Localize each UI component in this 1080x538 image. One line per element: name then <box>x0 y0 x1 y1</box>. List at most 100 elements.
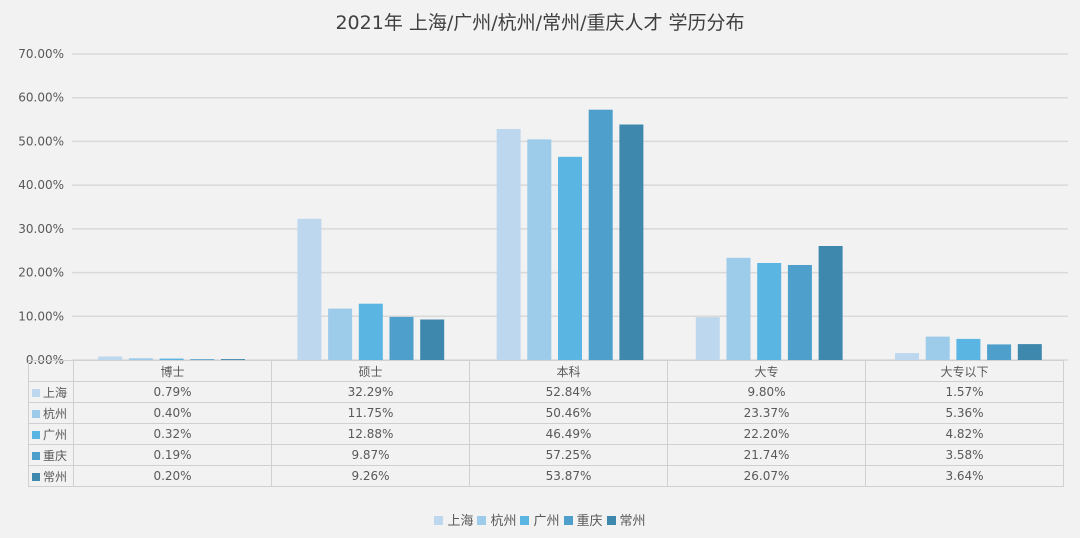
category-label: 大专 <box>667 360 866 382</box>
data-label: 5.36% <box>865 402 1064 424</box>
data-label: 0.40% <box>73 402 272 424</box>
data-label: 0.79% <box>73 381 272 403</box>
legend-swatch <box>563 516 573 525</box>
data-label: 9.80% <box>667 381 866 403</box>
legend-label: 广州 <box>533 514 560 529</box>
data-label: 21.74% <box>667 444 866 466</box>
data-table: 博士 硕士 本科 大专 大专以下上海 0.79% 32.29% 52.84% 9.80% 1.57… <box>28 360 1064 487</box>
series-swatch <box>32 430 40 439</box>
data-label: 26.07% <box>667 465 866 487</box>
y-tick-label: 10.00% <box>18 309 64 323</box>
legend-item: 常州 <box>606 510 646 529</box>
table-row: 上海 0.79% 32.29% 52.84% 9.80% 1.57% <box>28 381 1064 403</box>
data-label: 9.87% <box>271 444 470 466</box>
bar <box>558 156 582 360</box>
legend-label: 杭州 <box>490 514 517 529</box>
category-label: 本科 <box>469 360 668 382</box>
bar <box>358 303 383 360</box>
bar <box>818 246 843 360</box>
series-name: 上海 <box>43 385 68 400</box>
legend-item: 广州 <box>520 510 560 529</box>
y-tick-label: 60.00% <box>18 91 64 105</box>
series-row-label: 重庆 <box>28 444 74 466</box>
bar <box>895 353 919 360</box>
table-corner <box>28 360 74 382</box>
data-label: 0.32% <box>73 423 272 445</box>
bar <box>389 316 414 360</box>
bar <box>190 359 215 360</box>
series-name: 杭州 <box>43 406 68 421</box>
bar-chart: 0.00%10.00%20.00%30.00%40.00%50.00%60.00… <box>18 47 1068 365</box>
data-label: 0.20% <box>73 465 272 487</box>
bar <box>619 124 644 360</box>
series-swatch <box>32 451 40 460</box>
data-label: 46.49% <box>469 423 668 445</box>
bar <box>726 257 751 360</box>
series-name: 广州 <box>43 427 68 442</box>
series-swatch <box>32 472 40 481</box>
data-label: 12.88% <box>271 423 470 445</box>
data-label: 57.25% <box>469 444 668 466</box>
data-label: 32.29% <box>271 381 470 403</box>
data-label: 3.64% <box>865 465 1064 487</box>
bar <box>297 218 322 360</box>
data-label: 1.57% <box>865 381 1064 403</box>
legend-swatch <box>434 516 444 525</box>
legend-item: 上海 <box>434 510 473 529</box>
table-row: 杭州 0.40% 11.75% 50.46% 23.37% 5.36% <box>28 402 1064 424</box>
legend-swatch <box>606 516 616 525</box>
legend-swatch <box>520 516 530 525</box>
bar <box>787 265 812 360</box>
data-label: 4.82% <box>865 423 1064 445</box>
y-tick-label: 30.00% <box>18 222 64 236</box>
bar <box>98 356 123 360</box>
category-label: 硕士 <box>271 360 470 382</box>
table-row: 重庆 0.19% 9.87% 57.25% 21.74% 3.58% <box>28 444 1064 466</box>
legend-label: 上海 <box>447 514 474 529</box>
series-swatch <box>32 388 40 397</box>
category-label: 大专以下 <box>865 360 1064 382</box>
bar <box>757 263 782 360</box>
series-name: 重庆 <box>43 448 68 463</box>
y-tick-label: 40.00% <box>18 178 64 192</box>
chart-legend: 上海 杭州 广州 重庆 常州 <box>0 510 1080 529</box>
data-label: 11.75% <box>271 402 470 424</box>
y-tick-label: 50.00% <box>18 134 64 148</box>
series-row-label: 常州 <box>28 465 74 487</box>
bar <box>328 308 353 360</box>
bar <box>420 319 445 360</box>
y-tick-label: 20.00% <box>18 266 64 280</box>
bar <box>128 358 153 360</box>
data-label: 50.46% <box>469 402 668 424</box>
y-tick-label: 70.00% <box>18 47 64 61</box>
legend-label: 常州 <box>619 514 646 529</box>
bar <box>527 139 552 360</box>
legend-swatch <box>477 516 487 525</box>
series-name: 常州 <box>43 469 68 484</box>
bar <box>956 338 981 360</box>
table-header-row: 博士 硕士 本科 大专 大专以下 <box>28 360 1064 382</box>
series-row-label: 广州 <box>28 423 74 445</box>
legend-item: 杭州 <box>477 510 516 529</box>
table-row: 广州 0.32% 12.88% 46.49% 22.20% 4.82% <box>28 423 1064 445</box>
bar <box>925 336 950 360</box>
bar <box>221 359 245 360</box>
data-label: 9.26% <box>271 465 470 487</box>
data-label: 23.37% <box>667 402 866 424</box>
series-row-label: 杭州 <box>28 402 74 424</box>
category-label: 博士 <box>73 360 272 382</box>
data-label: 53.87% <box>469 465 668 487</box>
bar <box>1017 344 1042 360</box>
data-label: 3.58% <box>865 444 1064 466</box>
bar <box>588 109 613 360</box>
series-swatch <box>32 409 40 418</box>
bar <box>695 317 720 360</box>
bar <box>159 358 184 360</box>
chart-title: 2021年 上海/广州/杭州/常州/重庆人才 学历分布 <box>335 12 745 34</box>
bar <box>496 129 521 360</box>
legend-label: 重庆 <box>576 514 603 529</box>
series-row-label: 上海 <box>28 381 74 403</box>
legend-item: 重庆 <box>563 510 603 529</box>
data-label: 22.20% <box>667 423 866 445</box>
data-label: 52.84% <box>469 381 668 403</box>
